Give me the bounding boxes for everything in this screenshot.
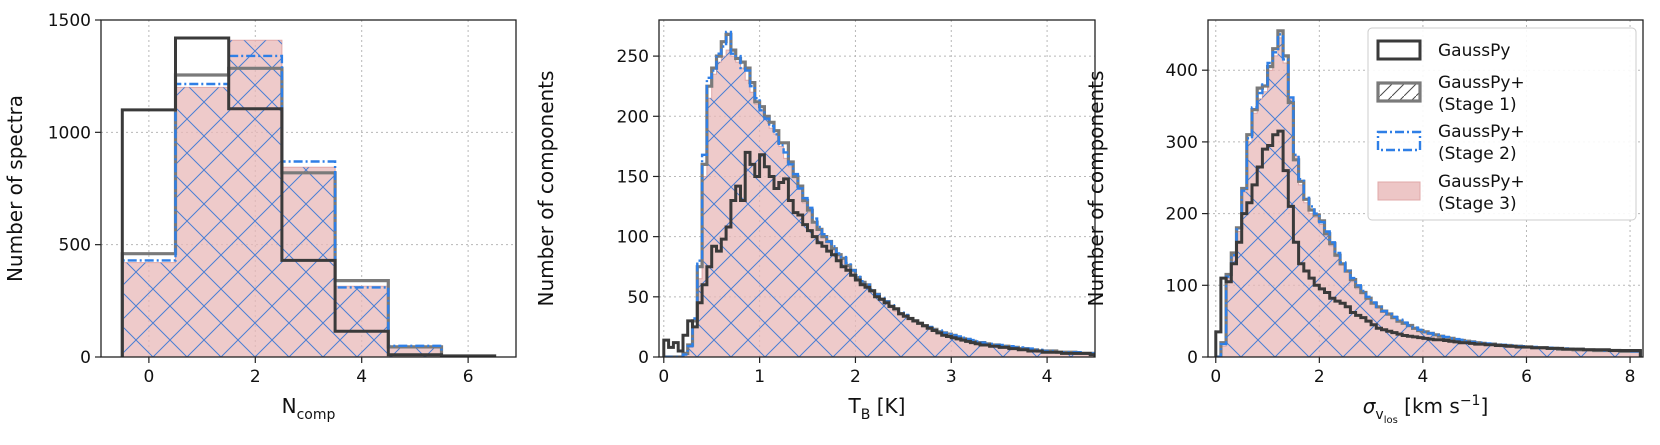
x-tick-label: 4 (1417, 367, 1428, 387)
legend-label: (Stage 3) (1438, 194, 1517, 214)
y-tick-label: 100 (617, 228, 649, 248)
x-label-sub: B (861, 407, 871, 423)
legend-label: GaussPy+ (1438, 73, 1525, 93)
panel-tb: 0 1 2 3 4 0 50 100 150 200 250 Number of components… (534, 19, 1096, 423)
legend-box (1367, 27, 1637, 221)
x-tick-label: 6 (1521, 367, 1532, 387)
x-tick-label: 4 (1042, 367, 1053, 387)
y-tick-label: 1500 (48, 11, 91, 31)
x-label-close: ] (1480, 394, 1488, 418)
plot-area (120, 36, 497, 357)
y-tick-label: 0 (80, 348, 91, 368)
y-tick-label: 150 (617, 167, 649, 187)
plot-area (1214, 29, 1642, 357)
axes-frame (658, 19, 1096, 358)
x-label-sup: −1 (1460, 393, 1481, 409)
x-label-subsub: los (1384, 415, 1398, 426)
x-axis-label: TB [K] (848, 394, 906, 423)
x-label-suffix: [km s (1398, 394, 1460, 418)
x-label-sub: comp (297, 407, 336, 423)
x-tick-label: 6 (463, 367, 474, 387)
x-label-main: N (282, 394, 297, 418)
y-tick-label: 100 (1166, 276, 1198, 296)
legend-label: GaussPy+ (1438, 172, 1525, 192)
series-stage3-hatch (663, 50, 1095, 357)
legend-handle-stage2 (1376, 130, 1422, 152)
legend-handle-gausspy (1376, 39, 1422, 61)
legend-label: (Stage 2) (1438, 144, 1517, 164)
legend-handle-stage1 (1376, 81, 1422, 103)
y-axis-label: Number of components (534, 71, 558, 307)
x-tick-label: 0 (658, 367, 669, 387)
y-tick-label: 200 (1166, 205, 1198, 225)
x-label-suffix: [K] (870, 394, 905, 418)
x-tick-label: 2 (250, 367, 261, 387)
x-label-main: T (848, 394, 862, 418)
axes-frame (100, 19, 517, 358)
legend-label: (Stage 1) (1438, 95, 1517, 115)
axes-frame (1207, 19, 1644, 358)
x-label-sub: v (1375, 407, 1383, 423)
x-tick-label: 4 (356, 367, 367, 387)
series-stage2-step (1215, 33, 1642, 357)
x-tick-label: 8 (1625, 367, 1636, 387)
x-tick-label: 3 (946, 367, 957, 387)
y-tick-label: 0 (1187, 348, 1198, 368)
y-tick-label: 300 (1166, 133, 1198, 153)
x-label-main: σ (1363, 394, 1377, 418)
y-tick-label: 0 (638, 348, 649, 368)
legend-handle-stage3 (1377, 181, 1421, 201)
panel-ncomp: 0 2 4 6 0 500 1000 1500 Number of spectra Ncomp (3, 11, 517, 423)
x-axis-label: σvlos [km s−1] (1363, 393, 1489, 426)
x-tick-label: 1 (754, 367, 765, 387)
y-tick-label: 500 (59, 236, 91, 256)
y-axis-label: Number of spectra (3, 95, 27, 282)
x-tick-label: 2 (1314, 367, 1325, 387)
x-tick-label: 0 (143, 367, 154, 387)
y-axis-label: Number of components (1084, 71, 1108, 307)
series-gausspy-step (120, 36, 497, 357)
series-stage3-hatch (1215, 37, 1641, 357)
series-gausspy-step (1214, 129, 1642, 357)
y-tick-label: 200 (617, 107, 649, 127)
x-tick-label: 0 (1210, 367, 1221, 387)
y-tick-label: 1000 (48, 123, 91, 143)
series-gausspy-step (662, 150, 1095, 357)
x-axis-label: Ncomp (282, 394, 336, 423)
legend-label: GaussPy (1438, 41, 1510, 61)
series-stage3-hatch (122, 40, 495, 357)
y-tick-label: 50 (627, 288, 649, 308)
x-tick-label: 2 (850, 367, 861, 387)
y-tick-label: 400 (1166, 61, 1198, 81)
series-stage2-step (663, 30, 1095, 357)
y-tick-label: 250 (617, 47, 649, 67)
plot-area (662, 30, 1095, 357)
legend-label: GaussPy+ (1438, 122, 1525, 142)
